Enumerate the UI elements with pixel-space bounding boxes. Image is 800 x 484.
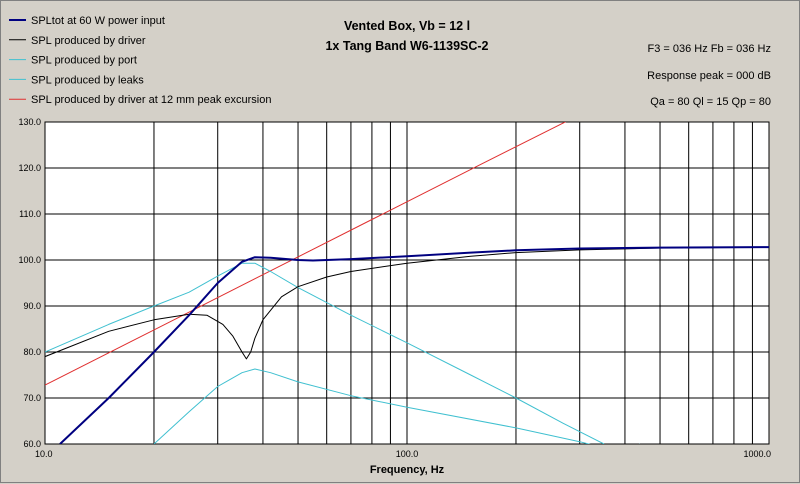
y-tick-label: 120.0 bbox=[18, 163, 41, 173]
x-tick-label: 100.0 bbox=[396, 449, 419, 459]
y-tick-label: 80.0 bbox=[23, 347, 41, 357]
y-tick-label: 110.0 bbox=[19, 209, 41, 219]
y-tick-label: 60.0 bbox=[23, 439, 41, 449]
curve-spl-produced-by-driver bbox=[45, 246, 769, 360]
legend-label: SPL produced by port bbox=[31, 55, 137, 67]
legend-label: SPL produced by driver at 12 mm peak exc… bbox=[31, 94, 272, 106]
legend-label: SPL produced by leaks bbox=[31, 74, 144, 86]
y-tick-label: 130.0 bbox=[18, 117, 41, 127]
curve-spltot-at-60-w-power-input bbox=[59, 246, 769, 444]
x-tick-label: 1000.0 bbox=[743, 449, 771, 459]
legend-label: SPL produced by driver bbox=[31, 35, 146, 47]
chart-title-line-1: Vented Box, Vb = 12 l bbox=[344, 19, 470, 33]
x-axis-label: Frequency, Hz bbox=[370, 464, 445, 476]
curve-spl-produced-by-port bbox=[45, 262, 605, 444]
chart-title-line-2: 1x Tang Band W6-1139SC-2 bbox=[325, 39, 488, 53]
legend: SPLtot at 60 W power input SPL produced b… bbox=[9, 15, 272, 106]
grid bbox=[45, 122, 769, 444]
curve-spl-produced-by-leaks bbox=[153, 368, 640, 444]
curves bbox=[45, 122, 769, 444]
curve-spl-produced-by-driver-at-12-mm-peak-excursion bbox=[45, 122, 567, 386]
legend-label: SPLtot at 60 W power input bbox=[31, 15, 165, 27]
y-tick-label: 100.0 bbox=[18, 255, 41, 265]
y-tick-label: 70.0 bbox=[23, 393, 41, 403]
x-tick-label: 10.0 bbox=[35, 449, 53, 459]
info-response-peak: Response peak = 000 dB bbox=[647, 70, 771, 82]
info-f3-fb: F3 = 036 Hz Fb = 036 Hz bbox=[647, 43, 771, 55]
info-q-values: Qa = 80 Ql = 15 Qp = 80 bbox=[650, 96, 771, 108]
tick-labels: 60.0 70.0 80.0 90.0 100.0 110.0 120.0 130.0 10.0… bbox=[18, 117, 771, 459]
y-tick-label: 90.0 bbox=[23, 301, 41, 311]
